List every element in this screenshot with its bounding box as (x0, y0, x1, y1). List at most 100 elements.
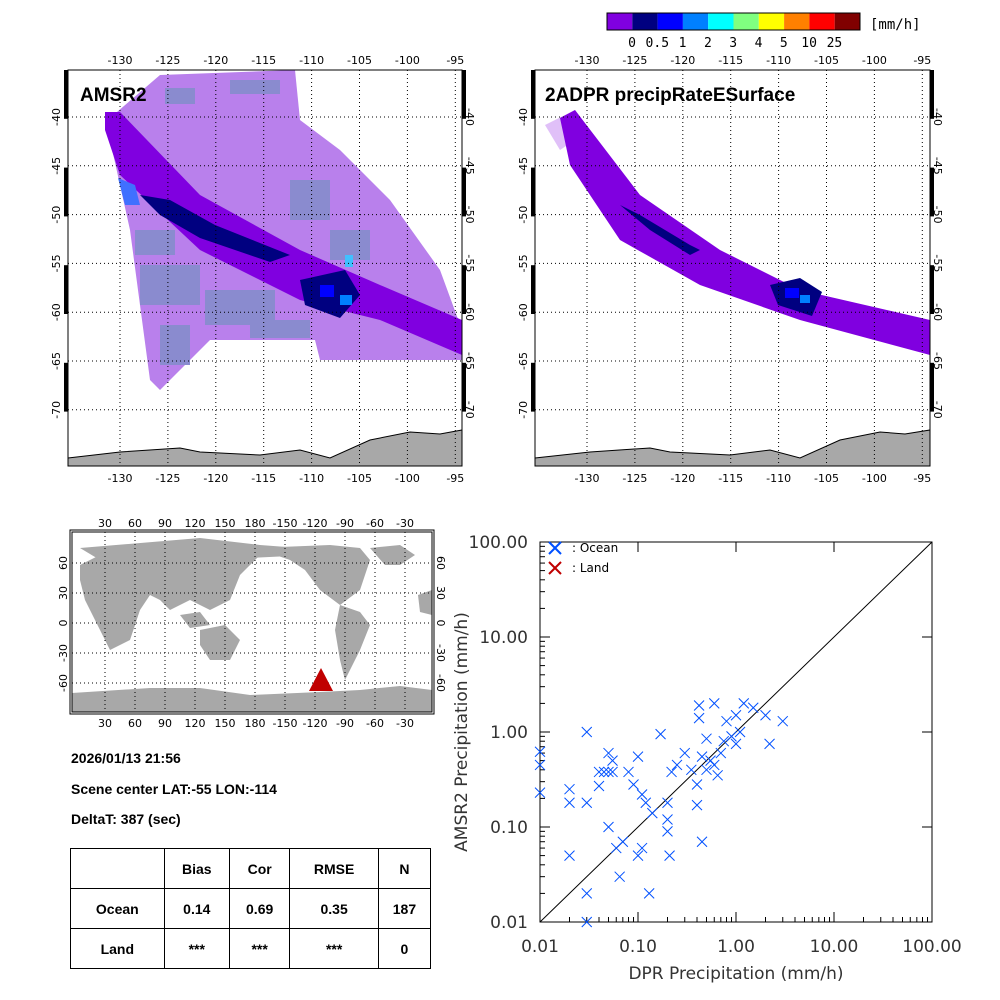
scatter-point-ocean (581, 797, 593, 809)
scatter-point-ocean (581, 888, 593, 899)
scatter-point-ocean (664, 850, 675, 861)
scatter-point-ocean (564, 850, 575, 861)
lon-tick-label: -130 (108, 54, 133, 67)
frame-segment (531, 70, 535, 119)
lon-tick-label: -30 (396, 517, 414, 530)
frame-segment (930, 167, 934, 217)
lat-tick-label: -50 (463, 206, 476, 224)
x-tick-label: 0.10 (619, 937, 657, 957)
lon-tick-label: -125 (155, 54, 180, 67)
frame-segment (462, 70, 466, 119)
lat-tick-label: -45 (50, 157, 63, 175)
lon-tick-label: -120 (303, 717, 328, 730)
cell: 0.14 (163, 888, 230, 929)
lat-tick-label: -70 (931, 401, 944, 419)
cell: 187 (377, 888, 432, 929)
dpr-map: 2ADPR precipRateESurface -130 -130 -125 -12… (517, 54, 944, 485)
scatter-point-stroke (718, 735, 730, 747)
scatter-point-stroke (679, 747, 691, 759)
scatter-point-stroke (607, 766, 618, 778)
lon-tick-label: -120 (203, 472, 228, 485)
lon-tick-label: -125 (622, 54, 647, 67)
scatter-point-stroke (708, 698, 720, 709)
lat-tick-label: -60 (57, 674, 70, 692)
scatter-point-stroke (685, 764, 697, 776)
lat-tick-label: -60 (50, 303, 63, 321)
scatter-point-ocean (603, 821, 614, 833)
scatter-point-ocean (730, 738, 742, 750)
lat-tick-label: -40 (517, 108, 530, 126)
scatter-point-stroke (726, 730, 737, 742)
lat-tick-label: 0 (434, 620, 447, 627)
lat-tick-label: -65 (931, 352, 944, 370)
colorbar-label: 5 (780, 36, 788, 51)
frame-segment (531, 167, 535, 217)
scatter-point-stroke (603, 821, 614, 833)
scatter-point-stroke (614, 871, 626, 883)
scatter-point-stroke (730, 709, 742, 721)
x-tick-label: 100.00 (902, 937, 961, 957)
world-locator-map: 30 30 60 60 90 90 120 120 150 150 180 180 -150 -150 -1… (57, 517, 447, 730)
cell: 0.35 (289, 888, 379, 929)
colorbar-label: 25 (827, 36, 843, 51)
scatter-point-stroke (581, 797, 593, 809)
lon-tick-label: 30 (98, 517, 112, 530)
scatter-point-stroke (764, 738, 775, 750)
scatter-point-ocean (662, 797, 673, 809)
frame-segment (462, 362, 466, 412)
lat-tick-label: -60 (517, 303, 530, 321)
lat-tick-label: -50 (517, 206, 530, 224)
lat-tick-label: -55 (517, 254, 530, 272)
lon-tick-label: -115 (251, 472, 276, 485)
scatter-point-ocean (643, 888, 655, 899)
lat-tick-label: -60 (931, 303, 944, 321)
scatter-plot: 0.01 0.10 1.00 10.00 100.00 0.01 0.10 1.00 10.00… (452, 533, 962, 984)
lat-tick-label: -70 (50, 401, 63, 419)
lat-tick-label: -70 (517, 401, 530, 419)
lat-tick-label: -40 (50, 108, 63, 126)
continents (72, 538, 432, 712)
scatter-point-stroke (636, 789, 648, 800)
scatter-point-ocean (701, 764, 712, 776)
lat-tick-label: -60 (434, 674, 447, 692)
frame-segment (64, 362, 68, 412)
scatter-point-ocean (691, 779, 703, 790)
scatter-point-ocean (747, 702, 759, 714)
x-tick-label: 1.00 (717, 937, 755, 957)
scatter-point-stroke (747, 702, 759, 714)
lat-tick-label: -40 (463, 108, 476, 126)
scatter-point-ocean (696, 751, 708, 763)
scatter-point-ocean (671, 759, 683, 771)
colorbar-swatch (632, 13, 658, 30)
amsr2-low-rain-patches (135, 80, 370, 365)
lon-tick-label: -120 (670, 472, 695, 485)
header-bias: Bias (163, 848, 230, 889)
scatter-point-ocean (708, 759, 720, 771)
scatter-point-stroke (662, 814, 673, 825)
lat-tick-label: -30 (57, 644, 70, 662)
scatter-point-ocean (607, 755, 618, 766)
lon-tick-label: -115 (251, 54, 276, 67)
frame-segment (531, 265, 535, 314)
row-label: Ocean (70, 888, 165, 929)
frame-segment (930, 70, 934, 119)
scatter-point-stroke (666, 766, 677, 778)
scatter-point-ocean (662, 825, 673, 837)
lon-tick-label: -100 (862, 54, 887, 67)
lon-tick-label: 30 (98, 717, 112, 730)
header-cor: Cor (228, 848, 291, 889)
scatter-point-ocean (712, 769, 724, 781)
lat-tick-label: -60 (463, 303, 476, 321)
lon-tick-label: -100 (395, 54, 420, 67)
scatter-point-stroke (671, 759, 683, 771)
scatter-point-ocean (598, 766, 610, 778)
scatter-point-stroke (708, 759, 720, 771)
lon-tick-label: 150 (215, 717, 236, 730)
scatter-point-stroke (738, 698, 750, 709)
scatter-point-ocean (701, 733, 712, 745)
scatter-point-stroke (628, 779, 639, 790)
cell: 0.69 (228, 888, 291, 929)
frame-segment (64, 70, 68, 119)
scatter-point-ocean (760, 709, 771, 721)
